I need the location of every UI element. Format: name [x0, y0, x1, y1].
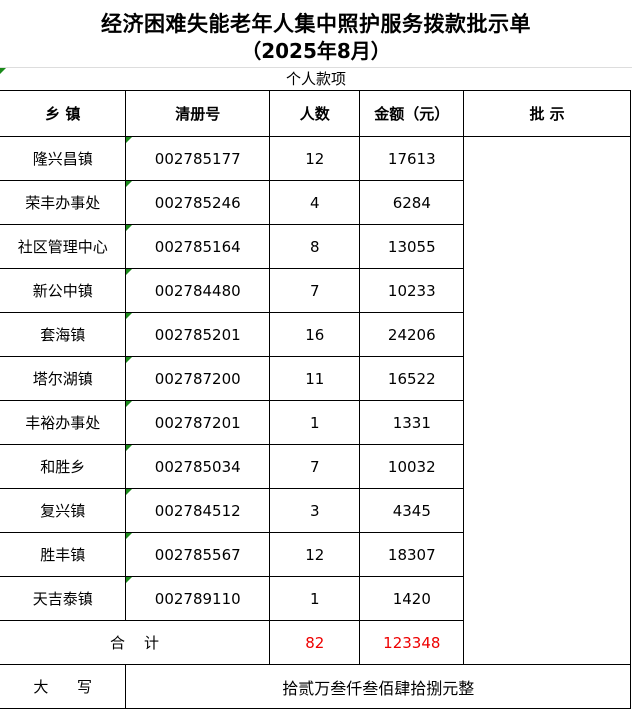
count-cell: 12	[269, 532, 361, 577]
id-text: 002787200	[154, 369, 241, 388]
count-cell: 7	[269, 444, 361, 489]
id-cell: 002789110	[125, 576, 271, 621]
id-cell: 002784512	[125, 488, 271, 533]
count-cell: 3	[269, 488, 361, 533]
count-cell: 1	[269, 400, 361, 445]
total-row: 合 计 82 123348	[0, 620, 631, 665]
id-cell: 002785034	[125, 444, 271, 489]
capital-label: 大 写	[0, 664, 127, 709]
town-cell: 胜丰镇	[0, 532, 127, 577]
count-cell: 11	[269, 356, 361, 401]
town-cell: 丰裕办事处	[0, 400, 127, 445]
cell-marker	[126, 181, 133, 187]
table-row: 胜丰镇 002785567 12 18307	[0, 532, 631, 577]
id-cell: 002787200	[125, 356, 271, 401]
count-cell: 8	[269, 224, 361, 269]
id-cell: 002784480	[125, 268, 271, 313]
town-cell: 套海镇	[0, 312, 127, 357]
town-cell: 和胜乡	[0, 444, 127, 489]
cell-marker	[126, 577, 133, 583]
id-text: 002785201	[154, 325, 241, 344]
amount-cell: 4345	[359, 488, 465, 533]
amount-cell: 13055	[359, 224, 465, 269]
header-town: 乡 镇	[0, 90, 127, 137]
page-title: 经济困难失能老年人集中照护服务拨款批示单	[101, 12, 531, 36]
amount-cell: 6284	[359, 180, 465, 225]
amount-cell: 10233	[359, 268, 465, 313]
total-count: 82	[269, 620, 361, 665]
amount-cell: 16522	[359, 356, 465, 401]
town-cell: 复兴镇	[0, 488, 127, 533]
header-amount: 金额（元）	[359, 90, 465, 137]
id-cell: 002785201	[125, 312, 271, 357]
amount-cell: 24206	[359, 312, 465, 357]
table-row: 新公中镇 002784480 7 10233	[0, 268, 631, 313]
table-row: 塔尔湖镇 002787200 11 16522	[0, 356, 631, 401]
header-row: 乡 镇 清册号 人数 金额（元） 批 示	[0, 90, 631, 137]
id-cell: 002785164	[125, 224, 271, 269]
cell-marker	[126, 269, 133, 275]
id-text: 002785177	[154, 149, 241, 168]
cell-marker	[126, 357, 133, 363]
town-cell: 隆兴昌镇	[0, 136, 127, 181]
table-row: 套海镇 002785201 16 24206	[0, 312, 631, 357]
count-cell: 4	[269, 180, 361, 225]
header-approval: 批 示	[463, 90, 631, 137]
id-text: 002784480	[154, 281, 241, 300]
id-text: 002784512	[154, 501, 241, 520]
amount-cell: 18307	[359, 532, 465, 577]
cell-marker	[126, 401, 133, 407]
amount-cell: 10032	[359, 444, 465, 489]
table-row: 社区管理中心 002785164 8 13055	[0, 224, 631, 269]
town-cell: 社区管理中心	[0, 224, 127, 269]
town-cell: 天吉泰镇	[0, 576, 127, 621]
id-text: 002789110	[154, 589, 241, 608]
cell-marker	[126, 313, 133, 319]
amount-cell: 1420	[359, 576, 465, 621]
town-cell: 新公中镇	[0, 268, 127, 313]
amount-cell: 17613	[359, 136, 465, 181]
id-cell: 002785246	[125, 180, 271, 225]
id-text: 002785034	[154, 457, 241, 476]
count-cell: 1	[269, 576, 361, 621]
header-id: 清册号	[125, 90, 271, 137]
id-cell: 002785177	[125, 136, 271, 181]
approval-cell-end	[463, 620, 631, 665]
total-label: 合 计	[0, 620, 271, 665]
count-cell: 12	[269, 136, 361, 181]
cell-marker	[126, 137, 133, 143]
town-cell: 塔尔湖镇	[0, 356, 127, 401]
town-cell: 荣丰办事处	[0, 180, 127, 225]
count-cell: 16	[269, 312, 361, 357]
table-row: 丰裕办事处 002787201 1 1331	[0, 400, 631, 445]
cell-marker	[0, 68, 6, 74]
approval-cell	[463, 136, 631, 621]
capital-row: 大 写 拾贰万叁仟叁佰肆拾捌元整	[0, 664, 631, 709]
header-count: 人数	[269, 90, 361, 137]
capital-value: 拾贰万叁仟叁佰肆拾捌元整	[125, 664, 631, 709]
id-text: 002785164	[154, 237, 241, 256]
count-cell: 7	[269, 268, 361, 313]
total-amount: 123348	[359, 620, 465, 665]
id-text: 002785567	[154, 545, 241, 564]
table-row: 隆兴昌镇 002785177 12 17613	[0, 136, 631, 621]
approval-table: 乡 镇 清册号 人数 金额（元） 批 示 隆兴昌镇 002785177 12 1761…	[0, 90, 631, 709]
cell-marker	[126, 445, 133, 451]
page-subtitle: （2025年8月）	[241, 39, 391, 63]
id-cell: 002785567	[125, 532, 271, 577]
id-text: 002787201	[154, 413, 241, 432]
section-label: 个人款项	[0, 67, 632, 91]
cell-marker	[126, 225, 133, 231]
cell-marker	[126, 489, 133, 495]
amount-cell: 1331	[359, 400, 465, 445]
id-cell: 002787201	[125, 400, 271, 445]
cell-marker	[126, 533, 133, 539]
table-row: 荣丰办事处 002785246 4 6284	[0, 180, 631, 225]
id-text: 002785246	[154, 193, 241, 212]
